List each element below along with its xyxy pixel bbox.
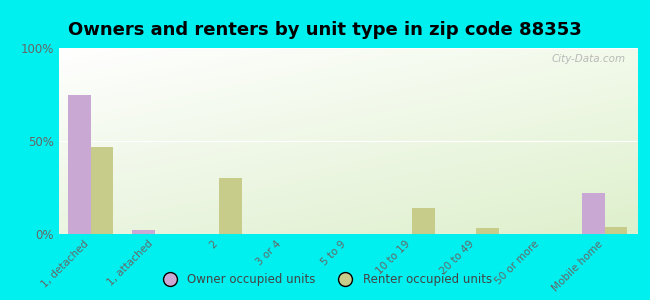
Text: City-Data.com: City-Data.com [551, 54, 625, 64]
Bar [605, 226, 627, 234]
Bar [476, 228, 499, 234]
Text: Owners and renters by unit type in zip code 88353: Owners and renters by unit type in zip c… [68, 21, 582, 39]
Bar [219, 178, 242, 234]
Bar [68, 94, 90, 234]
Bar [412, 208, 434, 234]
Bar [582, 193, 605, 234]
Bar [133, 230, 155, 234]
Bar [90, 147, 113, 234]
Legend: Owner occupied units, Renter occupied units: Owner occupied units, Renter occupied un… [153, 269, 497, 291]
